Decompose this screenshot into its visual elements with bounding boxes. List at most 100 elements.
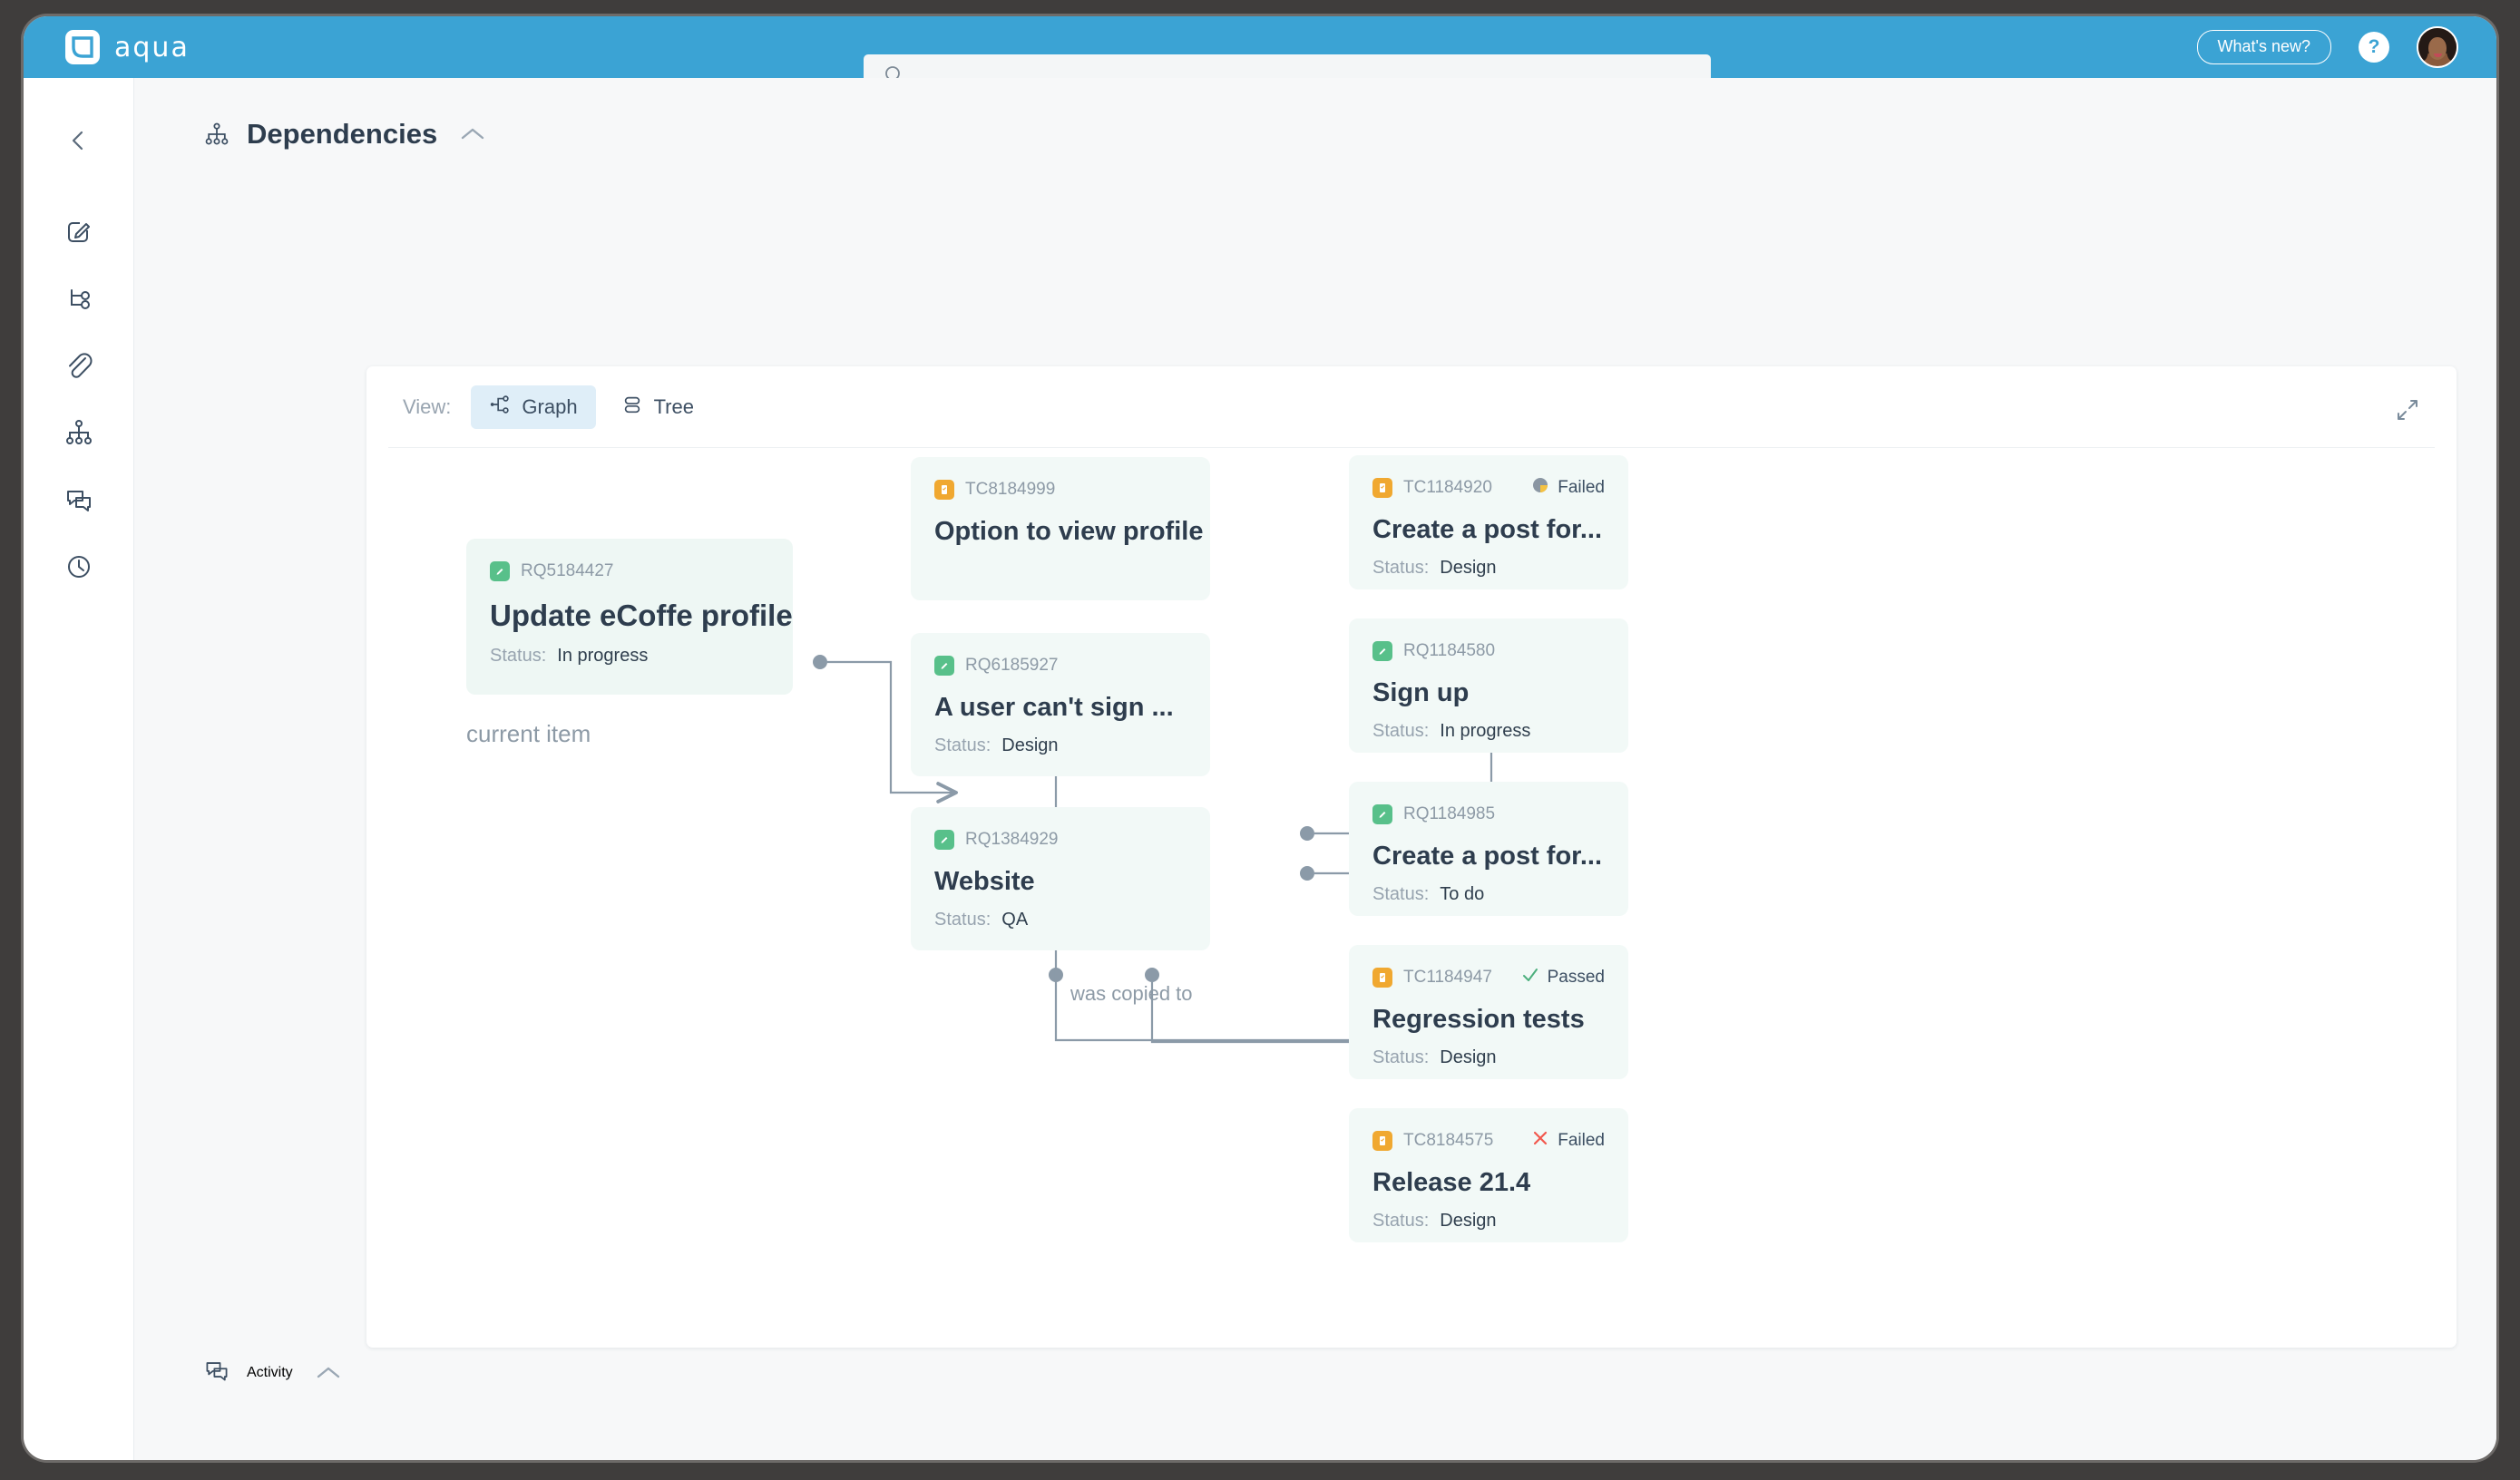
node-status-value: To do	[1440, 884, 1485, 904]
sidebar-item-history[interactable]	[53, 540, 105, 593]
requirement-badge-icon	[934, 656, 954, 676]
top-navigation-bar: aqua What's new? ?	[24, 16, 2496, 100]
requirement-badge-icon	[490, 561, 510, 581]
graph-node-card[interactable]: TC1184947 Passed Regression tests Status…	[1349, 945, 1628, 1079]
sidebar-item-comments[interactable]	[53, 473, 105, 526]
node-title: Regression tests	[1372, 1005, 1585, 1034]
comments-bubbles-icon	[203, 1357, 230, 1388]
testcase-badge-icon	[1372, 478, 1392, 498]
status-badge: Failed	[1531, 476, 1605, 500]
tab-tree[interactable]: Tree	[603, 385, 712, 429]
left-icon-rail	[24, 78, 134, 1460]
graph-canvas[interactable]: RQ5184427 Update eCoffe profile Status: …	[366, 448, 2457, 1348]
node-id: RQ6185927	[965, 656, 1059, 675]
node-title: Sign up	[1372, 678, 1470, 707]
graph-node-card[interactable]: TC1184920 Failed Create a post for... St…	[1349, 455, 1628, 589]
graph-toolbar: View: Graph Tree	[388, 366, 2435, 448]
aqua-logo-icon	[65, 30, 100, 64]
node-title: Release 21.4	[1372, 1168, 1531, 1197]
node-title: Update eCoffe profile	[490, 599, 793, 632]
node-status-value: Design	[1001, 735, 1059, 755]
node-title: Create a post for...	[1372, 842, 1603, 871]
node-title: A user can't sign ...	[934, 693, 1174, 722]
requirement-badge-icon	[934, 830, 954, 850]
page-title: Dependencies	[247, 118, 438, 150]
graph-node-card[interactable]: RQ1384929 Website Status: QA	[911, 807, 1210, 950]
graph-node-card[interactable]: RQ6185927 A user can't sign ... Status: …	[911, 633, 1210, 776]
requirement-badge-icon	[1372, 804, 1392, 824]
view-label: View:	[403, 394, 452, 418]
node-status-label: Status:	[934, 910, 991, 930]
sidebar-collapse-button[interactable]	[53, 114, 105, 167]
status-badge-label: Failed	[1558, 478, 1605, 497]
node-status-value: In progress	[1440, 721, 1531, 741]
graph-node-card[interactable]: RQ5184427 Update eCoffe profile Status: …	[466, 539, 793, 695]
pie-partial-icon	[1531, 476, 1549, 500]
browser-window: aqua What's new? ?	[24, 16, 2496, 1460]
node-status-label: Status:	[934, 735, 991, 755]
node-status-label: Status:	[1372, 1047, 1430, 1067]
graph-nodes-icon	[489, 394, 511, 421]
node-status-value: Design	[1440, 1047, 1497, 1067]
node-id: RQ1184580	[1403, 641, 1496, 660]
node-id: RQ1384929	[965, 830, 1059, 849]
requirement-badge-icon	[1372, 641, 1392, 661]
testcase-badge-icon	[1372, 1131, 1392, 1151]
tree-rows-icon	[621, 394, 643, 421]
status-badge: Passed	[1521, 966, 1605, 989]
header-actions: What's new? ?	[2196, 16, 2458, 78]
node-id: TC1184947	[1403, 968, 1492, 987]
status-badge: Failed	[1531, 1129, 1605, 1153]
graph-node-card[interactable]: TC8184999 Option to view profile	[911, 457, 1210, 600]
node-status-label: Status:	[1372, 558, 1430, 578]
testcase-badge-icon	[934, 480, 954, 500]
current-item-label: current item	[466, 720, 591, 747]
sidebar-item-attachments[interactable]	[53, 339, 105, 392]
cross-icon	[1531, 1129, 1549, 1153]
node-status-value: Design	[1440, 1211, 1497, 1231]
main-content: Dependencies View: Graph	[134, 78, 2496, 1460]
activity-section-header: Activity	[203, 1357, 342, 1388]
help-button[interactable]: ?	[2359, 32, 2389, 63]
node-status-value: Design	[1440, 558, 1497, 578]
dependencies-collapse-chevron-up-icon[interactable]	[459, 125, 486, 143]
node-title: Option to view profile	[934, 517, 1204, 546]
sidebar-item-description[interactable]	[53, 205, 105, 258]
node-id: TC1184920	[1403, 478, 1492, 497]
hierarchy-icon	[203, 121, 230, 148]
node-title: Website	[934, 867, 1035, 896]
status-badge-label: Passed	[1547, 968, 1605, 987]
node-status-label: Status:	[490, 646, 547, 666]
view-tabs: Graph Tree	[471, 385, 712, 429]
graph-node-card[interactable]: RQ1184985 Create a post for... Status: T…	[1349, 782, 1628, 916]
expand-diagonal-icon[interactable]	[2389, 392, 2426, 428]
graph-node-card[interactable]: TC8184575 Failed Release 21.4 Status: De…	[1349, 1108, 1628, 1242]
node-id: RQ1184985	[1403, 804, 1496, 823]
brand-logo[interactable]: aqua	[65, 30, 190, 64]
tab-graph[interactable]: Graph	[471, 385, 596, 429]
activity-title: Activity	[247, 1364, 293, 1380]
node-status-label: Status:	[1372, 721, 1430, 741]
node-title: Create a post for...	[1372, 515, 1603, 544]
edge-label: was copied to	[1070, 982, 1193, 1005]
status-badge-label: Failed	[1558, 1131, 1605, 1150]
avatar[interactable]	[2417, 26, 2458, 68]
dependency-graph-panel: View: Graph Tree	[366, 366, 2457, 1348]
sidebar-item-relations[interactable]	[53, 272, 105, 325]
node-status-label: Status:	[1372, 1211, 1430, 1231]
tab-tree-label: Tree	[653, 394, 694, 418]
node-id: TC8184575	[1403, 1131, 1494, 1150]
testcase-badge-icon	[1372, 968, 1392, 988]
activity-collapse-chevron-up-icon[interactable]	[315, 1364, 342, 1382]
brand-name: aqua	[114, 31, 190, 63]
whats-new-button[interactable]: What's new?	[2196, 30, 2331, 64]
node-status-value: In progress	[557, 646, 649, 666]
node-id: RQ5184427	[521, 561, 614, 580]
node-status-value: QA	[1001, 910, 1029, 930]
tab-graph-label: Graph	[522, 394, 578, 418]
check-icon	[1521, 966, 1539, 989]
graph-node-card[interactable]: RQ1184580 Sign up Status: In progress	[1349, 618, 1628, 753]
node-id: TC8184999	[965, 480, 1056, 499]
sidebar-item-dependencies[interactable]	[53, 406, 105, 459]
